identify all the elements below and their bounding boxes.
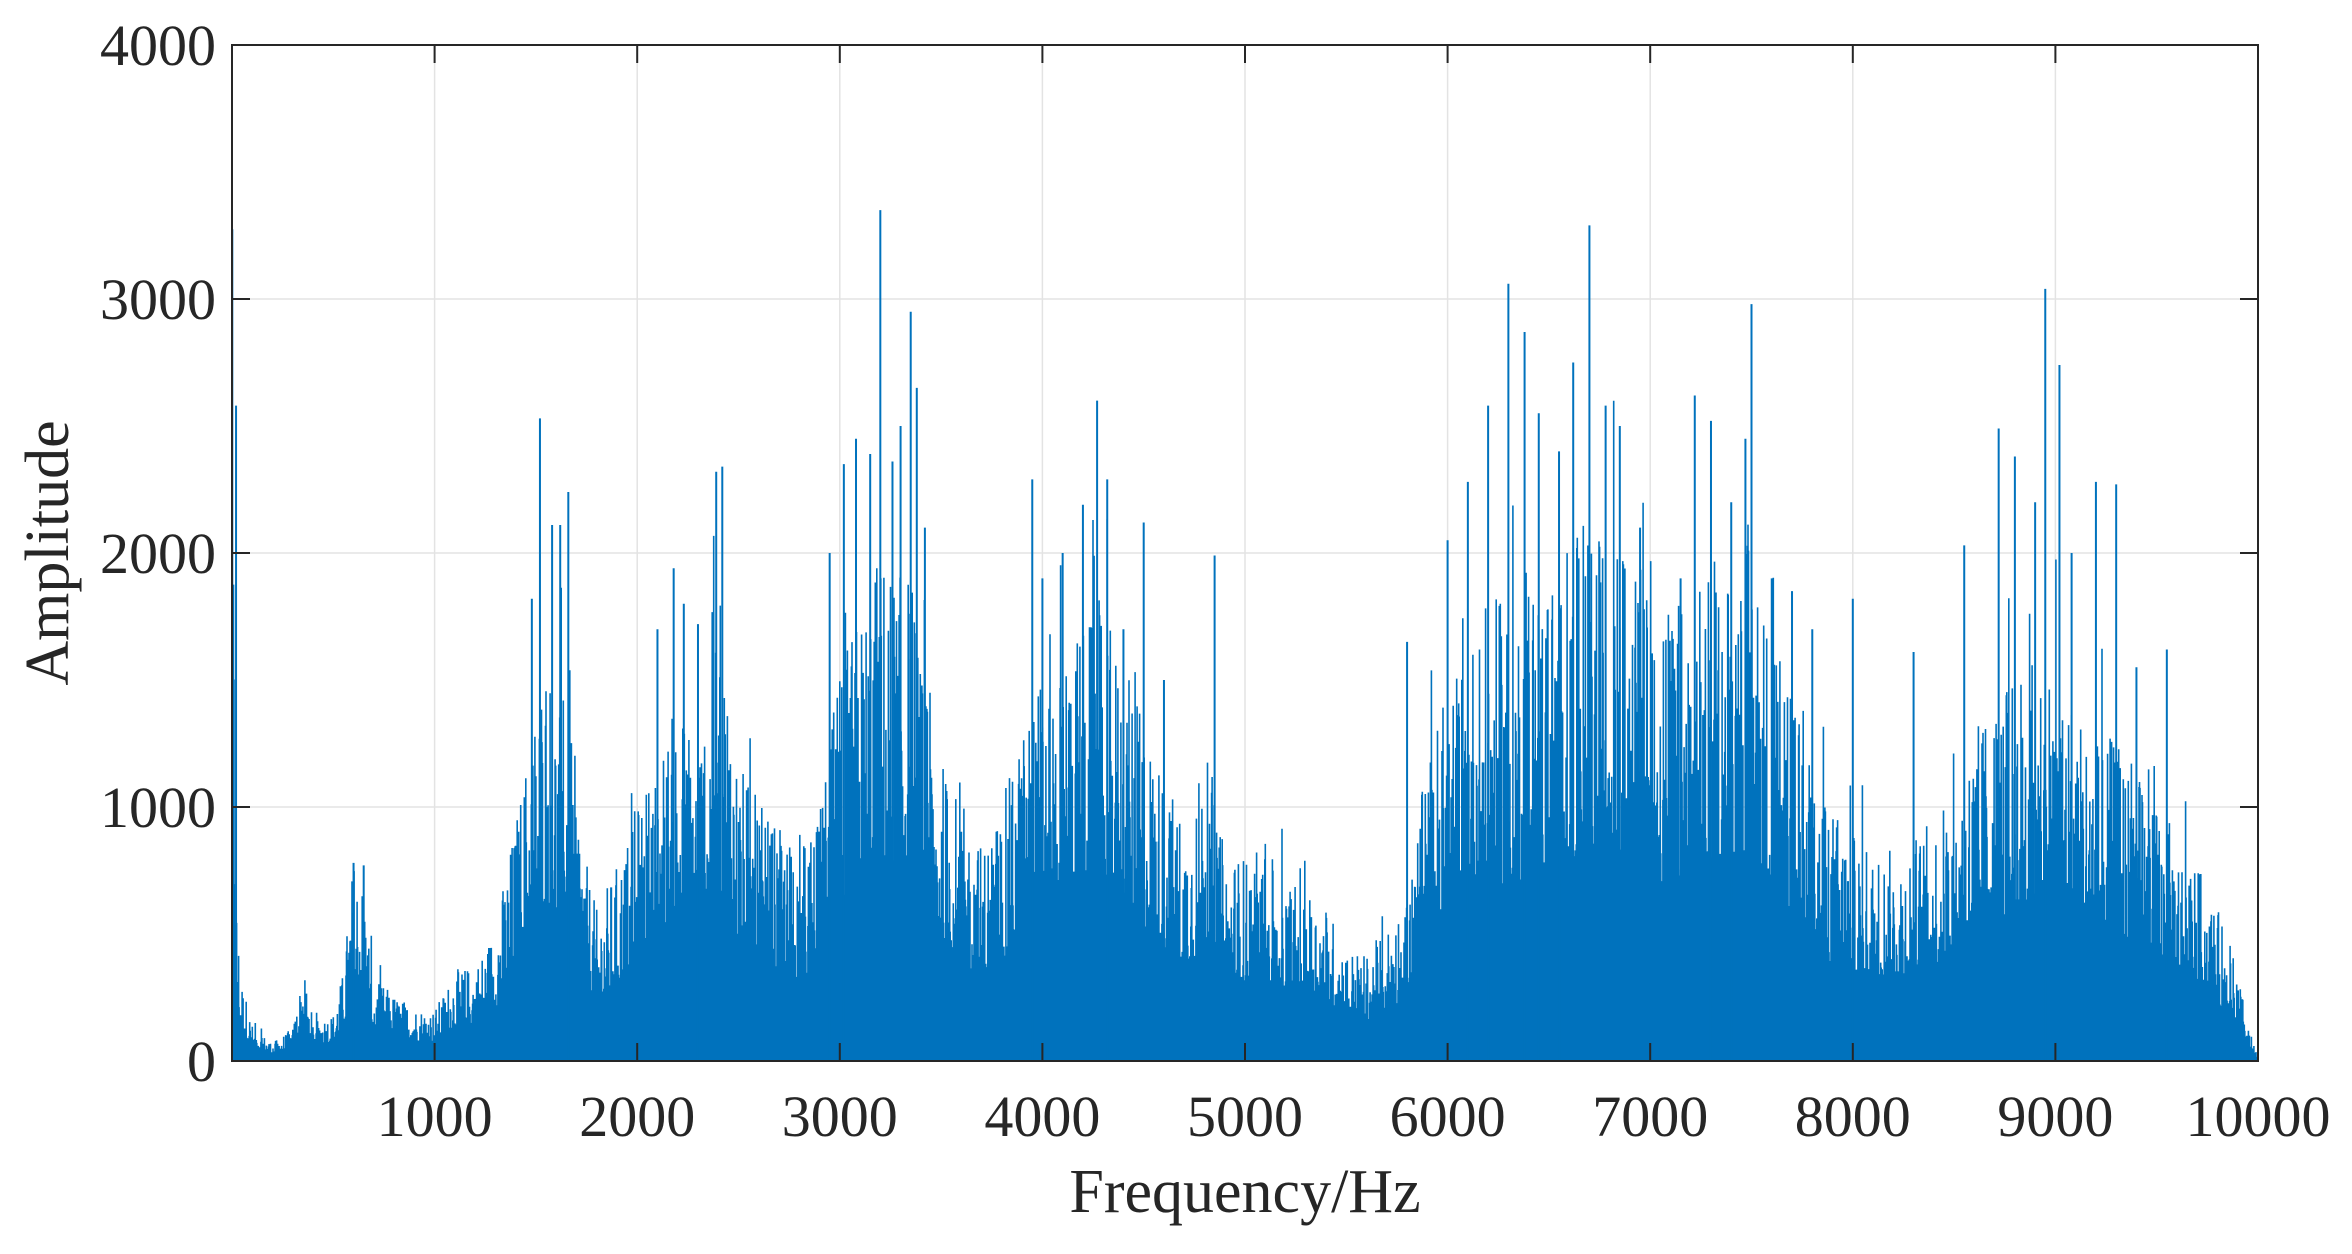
x-tick-labels: 1000 2000 3000 4000 5000 6000 7000 8000 9000 1000… <box>377 1084 2331 1149</box>
amplitude-series-envelope <box>235 210 2168 1061</box>
axis-ticks <box>232 44 2259 1062</box>
y-tick-labels: 0 1000 2000 3000 4000 <box>100 13 216 1094</box>
x-tick-label: 3000 <box>782 1084 898 1149</box>
x-axis-label: Frequency/Hz <box>1069 1158 1420 1226</box>
x-tick-label: 1000 <box>377 1084 493 1149</box>
x-tick-label: 7000 <box>1592 1084 1708 1149</box>
y-tick-label: 1000 <box>100 775 216 840</box>
x-tick-label: 2000 <box>579 1084 695 1149</box>
y-tick-label: 4000 <box>100 13 216 78</box>
y-tick-label: 3000 <box>100 267 216 332</box>
x-tick-label: 10000 <box>2186 1084 2331 1149</box>
y-tick-label: 2000 <box>100 521 216 586</box>
x-tick-label: 4000 <box>984 1084 1100 1149</box>
y-axis-label: Amplitude <box>14 420 82 685</box>
x-tick-label: 6000 <box>1390 1084 1506 1149</box>
y-tick-label: 0 <box>187 1029 216 1094</box>
x-tick-label: 9000 <box>1997 1084 2113 1149</box>
x-tick-label: 8000 <box>1795 1084 1911 1149</box>
x-tick-label: 5000 <box>1187 1084 1303 1149</box>
